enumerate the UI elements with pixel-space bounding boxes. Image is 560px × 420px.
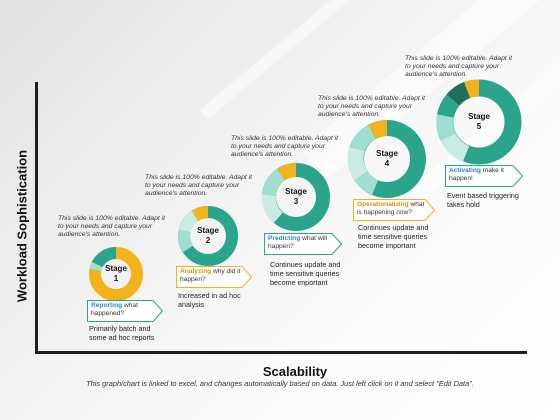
x-axis-label: Scalability bbox=[262, 364, 328, 379]
donut-segment-light bbox=[349, 124, 377, 153]
stage-5-description: Event based triggering takes hold bbox=[447, 191, 519, 209]
stage-2-tag-rest: why did it happen? bbox=[180, 268, 241, 283]
stage-4-label: Stage 4 bbox=[376, 149, 398, 168]
donut-segment-pale bbox=[261, 194, 284, 224]
stage-2-tag: Analyzing why did it happen? bbox=[176, 266, 252, 288]
stage-3-donut: Stage 3 bbox=[261, 162, 331, 232]
donut-segment-light bbox=[89, 261, 103, 272]
stage-1-tag: Reporting what happened? bbox=[87, 300, 163, 322]
stage-5-donut: Stage 5 bbox=[436, 79, 522, 165]
arrow-box bbox=[264, 233, 342, 255]
donut-chart bbox=[261, 162, 330, 231]
donut-segment-light bbox=[354, 171, 379, 195]
stage-5-tag: Activating make it happen! bbox=[445, 165, 523, 187]
stage-1-donut: Stage 1 bbox=[88, 246, 144, 302]
donut-segment-teal bbox=[91, 246, 117, 268]
stage-1-note: This slide is 100% editable. Adapt it to… bbox=[58, 215, 166, 239]
donut-segment-dark bbox=[446, 82, 471, 106]
stage-3-tag: Predicting what will happen? bbox=[264, 233, 342, 255]
donut-chart bbox=[178, 206, 238, 266]
stage-3-tag-bold: Predicting bbox=[268, 235, 301, 242]
y-axis-line bbox=[35, 82, 38, 354]
stage-2-donut: Stage 2 bbox=[177, 205, 239, 267]
stage-4-tag-bold: Operationalizing bbox=[357, 201, 409, 208]
donut-chart bbox=[89, 246, 143, 301]
donut-segment-yellow bbox=[191, 206, 209, 222]
stage-1-tag-bold: Reporting bbox=[91, 302, 123, 309]
footer-note: This graph/chart is linked to excel, and… bbox=[86, 379, 474, 388]
donut-segment-yellow bbox=[464, 79, 480, 99]
stage-4-tag-rest: what is happening now? bbox=[357, 201, 425, 216]
donut-chart bbox=[347, 120, 426, 198]
donut-segment-yellow bbox=[277, 162, 297, 181]
stage-1-tag-rest: what happened? bbox=[91, 302, 138, 317]
stage-4-description: Continues update and time sensitive quer… bbox=[358, 223, 429, 250]
stage-4-note: This slide is 100% editable. Adapt it to… bbox=[318, 95, 426, 119]
stage-1-label: Stage 1 bbox=[105, 264, 127, 283]
donut-segment-pale bbox=[178, 210, 199, 233]
stage-2-tag-bold: Analyzing bbox=[180, 268, 212, 275]
stage-2-label: Stage 2 bbox=[197, 226, 219, 245]
stage-3-note: This slide is 100% editable. Adapt it to… bbox=[231, 135, 339, 159]
stage-1-description: Primarily batch and some ad hoc reports bbox=[89, 324, 155, 342]
donut-segment-pale bbox=[440, 132, 470, 162]
stage-3-description: Continues update and time sensitive quer… bbox=[270, 260, 341, 287]
arrow-box bbox=[353, 199, 435, 221]
donut-segment-light bbox=[262, 168, 286, 197]
donut-segment-yellow bbox=[368, 120, 388, 140]
stage-5-tag-rest: make it happen! bbox=[449, 167, 504, 182]
stage-5-label: Stage 5 bbox=[468, 112, 490, 131]
stage-2-note: This slide is 100% editable. Adapt it to… bbox=[145, 174, 253, 198]
arrow-box bbox=[445, 165, 523, 187]
donut-chart bbox=[436, 79, 522, 165]
donut-segment-pale bbox=[347, 146, 368, 181]
stage-4-tag: Operationalizing what is happening now? bbox=[353, 199, 435, 221]
donut-segment-yellow bbox=[89, 247, 143, 301]
x-axis-line bbox=[35, 351, 527, 354]
stage-3-tag-rest: what will happen? bbox=[268, 235, 327, 250]
stage-4-donut: Stage 4 bbox=[347, 119, 427, 199]
arrow-box bbox=[176, 266, 252, 288]
stage-5-note: This slide is 100% editable. Adapt it to… bbox=[405, 55, 513, 79]
donut-segment-light bbox=[436, 114, 456, 141]
stage-2-description: Increased in ad hoc analysis bbox=[178, 291, 241, 309]
donut-segment-teal-2 bbox=[437, 94, 460, 119]
arrow-box bbox=[87, 300, 163, 322]
donut-segment-light bbox=[178, 229, 194, 253]
stage-5-tag-bold: Activating bbox=[449, 167, 481, 174]
y-axis-label: Workload Sophistication bbox=[14, 149, 30, 303]
stage-3-label: Stage 3 bbox=[285, 187, 307, 206]
